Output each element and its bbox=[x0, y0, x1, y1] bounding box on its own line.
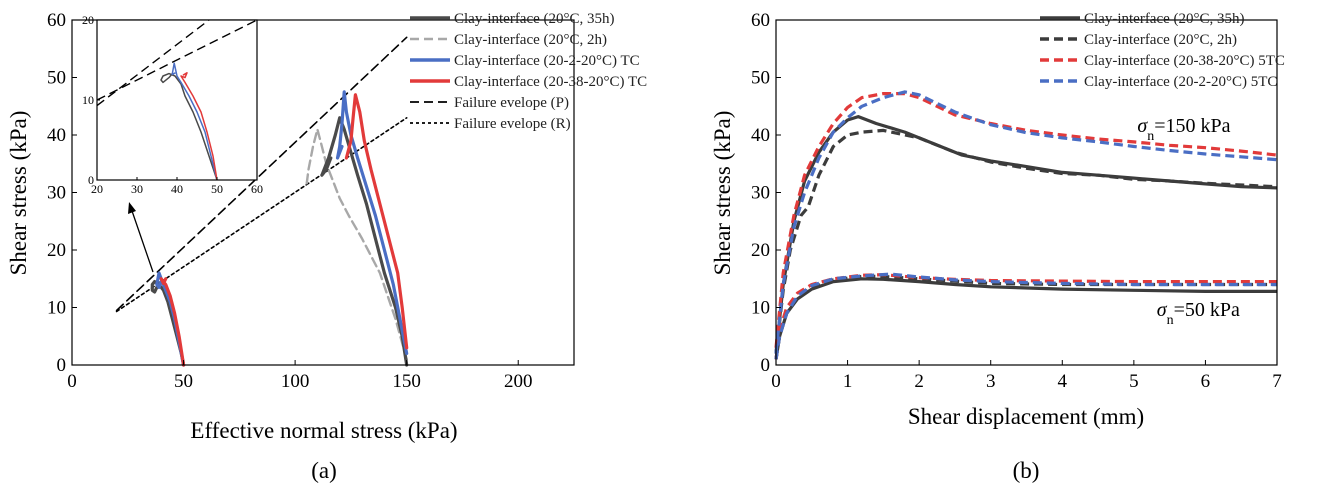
panel-a-y-tick-label: 30 bbox=[47, 183, 66, 204]
inset-envelope-line bbox=[96, 19, 258, 101]
panel-b-y-tick-label: 40 bbox=[751, 125, 770, 146]
series-line-clay-interface-20-c-35h-sn50 bbox=[774, 277, 1277, 360]
panel-a-y-tick-label: 10 bbox=[47, 298, 66, 319]
panel-b-y-tick-label: 10 bbox=[751, 298, 770, 319]
panel-b-annotations: σn=150 kPa σn=50 kPa bbox=[1137, 115, 1240, 328]
panel-a-y-tick-label: 20 bbox=[47, 240, 66, 261]
panel-b-x-tick-label: 6 bbox=[1201, 371, 1211, 392]
inset-x-tick-label: 20 bbox=[91, 182, 103, 196]
panel-b-x-tick-label: 7 bbox=[1272, 371, 1282, 392]
inset-frame bbox=[96, 19, 258, 181]
panel-b-x-tick-label: 4 bbox=[1058, 371, 1068, 392]
series-line-clay-interface-20-2-20-c-tc bbox=[335, 90, 409, 356]
legend-label-clay-interface-20-c-2h: Clay-interface (20°C, 2h) bbox=[454, 32, 607, 48]
panel-a-x-tick-label: 100 bbox=[281, 371, 310, 392]
inset-pointer-arrowhead bbox=[128, 202, 136, 214]
inset-series-line bbox=[160, 72, 218, 181]
inset-envelope-line bbox=[96, 19, 210, 107]
panel-b-x-tick-label: 3 bbox=[986, 371, 996, 392]
inset-x-tick-label: 40 bbox=[171, 182, 183, 196]
inset-series-line bbox=[180, 72, 218, 181]
series-line-clay-interface-20-c-2h bbox=[305, 128, 408, 361]
panel-b-y-tick-label: 20 bbox=[751, 240, 770, 261]
panel-b: 0 1 2 3 4 5 6 7 0 10 20 30 40 50 60 Shear displacement… bbox=[710, 10, 1285, 483]
inset-x-tick-label: 50 bbox=[211, 182, 223, 196]
panel-a-x-tick-label: 150 bbox=[392, 371, 421, 392]
series-line-clay-interface-20-38-20-c-tc bbox=[344, 93, 409, 350]
series-line-failure-evelope-r bbox=[115, 117, 408, 313]
stress-level-annotation: σn=150 kPa bbox=[1137, 115, 1230, 144]
panel-a-plot bbox=[115, 36, 409, 367]
panel-b-y-tick-label: 60 bbox=[751, 10, 770, 31]
series-line-clay-interface-20-2-20-c-5tc-sn50 bbox=[774, 272, 1277, 360]
panel-a-inset: 20 30 40 50 60 0 10 20 bbox=[82, 13, 263, 196]
panel-b-ticks: 0 1 2 3 4 5 6 7 0 10 20 30 40 50 60 bbox=[751, 10, 1282, 392]
legend-label-clay-interface-20-c-35h: Clay-interface (20°C, 35h) bbox=[454, 11, 615, 27]
panel-b-x-tick-label: 2 bbox=[914, 371, 924, 392]
panel-a-label: (a) bbox=[311, 458, 337, 483]
panel-a-x-axis-title: Effective normal stress (kPa) bbox=[190, 418, 457, 443]
panel-b-y-axis-title: Shear stress (kPa) bbox=[710, 111, 735, 276]
inset-pointer-arrow bbox=[130, 207, 154, 273]
inset-series-line bbox=[171, 62, 218, 181]
panel-a-x-tick-label: 200 bbox=[504, 371, 533, 392]
series-line-clay-interface-20-2-20-c-tc bbox=[155, 271, 186, 367]
legend-label-clay-interface-20-c-2h: Clay-interface (20°C, 2h) bbox=[1084, 32, 1237, 48]
legend-label-clay-interface-20-2-20-c-tc: Clay-interface (20-2-20°C) TC bbox=[454, 53, 640, 69]
panel-b-plot bbox=[774, 90, 1278, 360]
inset-x-tick-label: 30 bbox=[131, 182, 143, 196]
legend-label-clay-interface-20-c-35h: Clay-interface (20°C, 35h) bbox=[1084, 11, 1245, 27]
panel-b-x-tick-label: 0 bbox=[771, 371, 781, 392]
series-line-failure-evelope-p bbox=[115, 36, 408, 312]
panel-b-y-tick-label: 30 bbox=[751, 183, 770, 204]
series-line-clay-interface-20-c-35h bbox=[320, 116, 409, 367]
panel-a-x-tick-label: 0 bbox=[67, 371, 77, 392]
panel-a-y-tick-label: 50 bbox=[47, 68, 66, 89]
panel-a-y-axis-title: Shear stress (kPa) bbox=[6, 111, 31, 276]
series-line-clay-interface-20-2-20-c-5tc-sn150 bbox=[774, 90, 1278, 354]
inset-y-tick-label: 10 bbox=[82, 93, 94, 107]
inset-background bbox=[97, 20, 257, 180]
panel-a-x-tick-label: 50 bbox=[174, 371, 193, 392]
legend-label-clay-interface-20-2-20-c-5tc: Clay-interface (20-2-20°C) 5TC bbox=[1084, 74, 1277, 90]
inset-y-tick-label: 20 bbox=[82, 13, 94, 27]
panel-a-legend: Clay-interface (20°C, 35h) Clay-interface… bbox=[410, 11, 647, 132]
panel-b-x-axis-title: Shear displacement (mm) bbox=[908, 404, 1144, 429]
panel-a-y-tick-label: 40 bbox=[47, 125, 66, 146]
panel-b-x-tick-label: 5 bbox=[1129, 371, 1139, 392]
legend-label-failure-evelope-p: Failure evelope (P) bbox=[454, 95, 569, 111]
panel-b-y-tick-label: 50 bbox=[751, 68, 770, 89]
series-line-clay-interface-20-c-2h-sn150 bbox=[774, 128, 1278, 354]
legend-label-clay-interface-20-38-20-c-tc: Clay-interface (20-38-20°C) TC bbox=[454, 74, 647, 90]
inset-y-tick-label: 0 bbox=[88, 173, 94, 187]
panel-b-x-tick-label: 1 bbox=[843, 371, 853, 392]
legend-label-clay-interface-20-38-20-c-5tc: Clay-interface (20-38-20°C) 5TC bbox=[1084, 53, 1285, 69]
panel-b-legend: Clay-interface (20°C, 35h) Clay-interface… bbox=[1040, 11, 1285, 90]
panel-b-y-tick-label: 0 bbox=[761, 355, 771, 376]
panel-a-y-tick-label: 60 bbox=[47, 10, 66, 31]
legend-label-failure-evelope-r: Failure evelope (R) bbox=[454, 116, 571, 132]
stress-level-annotation: σn=50 kPa bbox=[1157, 299, 1240, 328]
panel-a-y-tick-label: 0 bbox=[57, 355, 67, 376]
inset-x-tick-label: 60 bbox=[251, 182, 263, 196]
series-line-clay-interface-20-38-20-c-tc bbox=[159, 277, 186, 367]
panel-b-label: (b) bbox=[1013, 458, 1040, 483]
series-line-clay-interface-20-38-20-c-5tc-sn150 bbox=[774, 92, 1278, 348]
